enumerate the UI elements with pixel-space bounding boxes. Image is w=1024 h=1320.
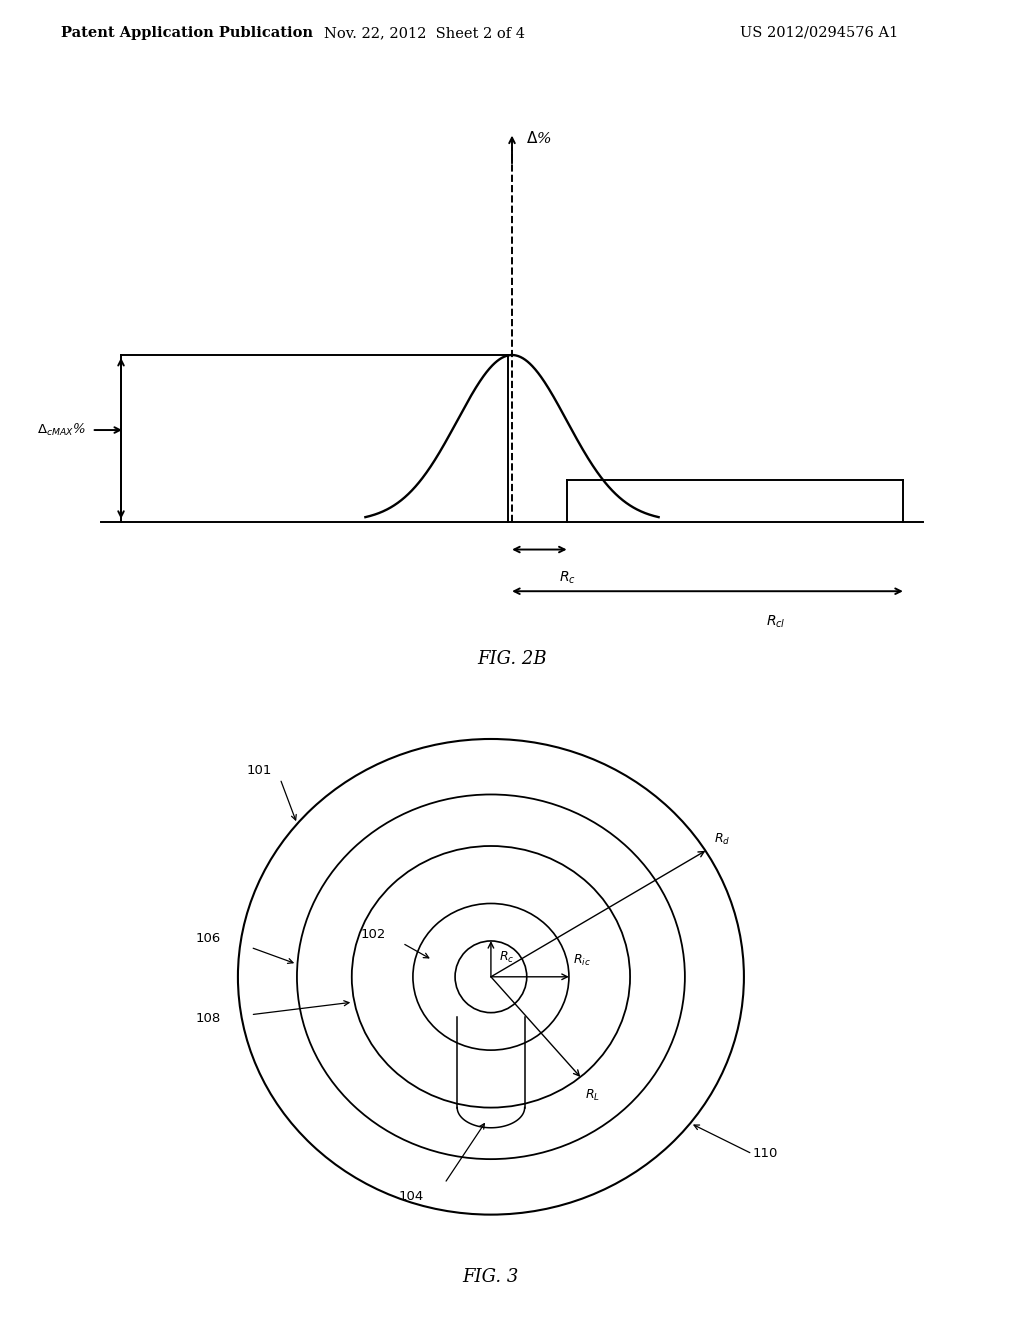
Text: 104: 104: [398, 1189, 423, 1203]
Text: $\Delta_{cMAX}$%: $\Delta_{cMAX}$%: [37, 422, 86, 438]
Text: $R_d$: $R_d$: [714, 832, 730, 846]
Text: $R_c$: $R_c$: [559, 569, 575, 586]
Text: 102: 102: [360, 928, 386, 941]
Text: $R_L$: $R_L$: [585, 1088, 600, 1102]
Text: $\Delta$%: $\Delta$%: [525, 131, 552, 147]
Text: Nov. 22, 2012  Sheet 2 of 4: Nov. 22, 2012 Sheet 2 of 4: [325, 26, 525, 40]
Text: 101: 101: [247, 764, 271, 776]
Text: $R_c$: $R_c$: [500, 949, 515, 965]
Text: FIG. 3: FIG. 3: [463, 1267, 519, 1286]
Text: 110: 110: [753, 1147, 777, 1160]
Text: Patent Application Publication: Patent Application Publication: [61, 26, 313, 40]
Text: $R_{ic}$: $R_{ic}$: [573, 953, 591, 969]
Text: US 2012/0294576 A1: US 2012/0294576 A1: [740, 26, 898, 40]
Text: 106: 106: [196, 932, 221, 945]
Text: FIG. 2B: FIG. 2B: [477, 649, 547, 668]
Text: 108: 108: [196, 1012, 221, 1026]
Text: $R_{cl}$: $R_{cl}$: [766, 614, 785, 630]
